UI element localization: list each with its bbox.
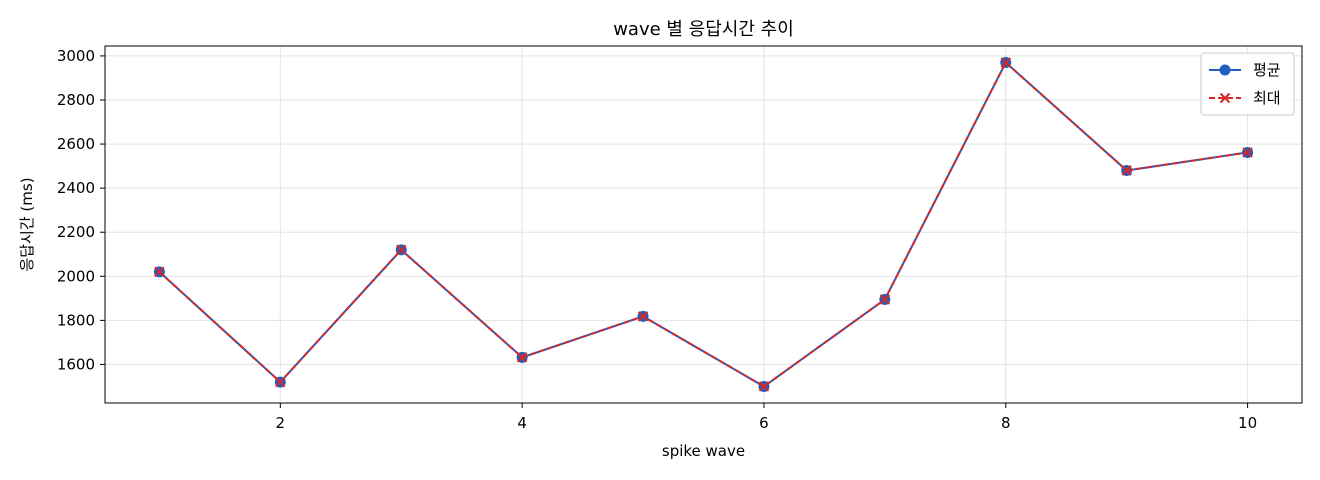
x-axis-label: spike wave	[662, 442, 745, 460]
y-tick-label: 2400	[57, 179, 95, 197]
x-tick-label: 8	[1001, 414, 1011, 432]
series-2-point	[758, 381, 770, 392]
series-2-point	[637, 311, 649, 322]
x-tick-label: 4	[517, 414, 527, 432]
series-1-line	[158, 61, 1248, 388]
y-tick-label: 2800	[57, 91, 95, 109]
x-tick-label: 6	[759, 414, 769, 432]
y-tick-label: 1800	[57, 311, 95, 329]
plot-frame	[104, 45, 1303, 404]
series-2-line	[158, 61, 1248, 388]
x-tick-label: 2	[276, 414, 286, 432]
series-2-point	[275, 376, 286, 388]
series-2-point	[879, 294, 891, 305]
chart-title: wave 별 응답시간 추이	[613, 19, 794, 40]
y-tick-label: 2000	[57, 267, 95, 285]
legend-label-1: 평균	[1253, 61, 1281, 79]
y-axis: 1600 1800 2000 2200 2400 2600 2800 3000	[57, 47, 105, 373]
x-tick-label: 10	[1238, 414, 1257, 432]
legend-marker-1	[1219, 64, 1231, 76]
series-2-point	[396, 244, 407, 256]
series-1	[153, 57, 1254, 392]
series-2-point	[154, 266, 165, 278]
legend-marker-2	[1219, 92, 1231, 104]
legend-label-2: 최대	[1253, 89, 1281, 107]
grid	[105, 46, 1302, 403]
y-tick-label: 3000	[57, 47, 95, 65]
series-2	[154, 57, 1253, 392]
series-2-point	[1121, 165, 1132, 176]
series-2-point	[1242, 147, 1253, 158]
series-2-point	[516, 352, 528, 363]
y-tick-label: 2600	[57, 135, 95, 153]
y-axis-label: 응답시간 (ms)	[18, 177, 36, 271]
y-tick-label: 2200	[57, 223, 95, 241]
series-layer	[153, 57, 1254, 392]
x-axis: 2 4 6 8 10	[276, 403, 1257, 432]
series-2-point	[1000, 57, 1011, 68]
y-tick-label: 1600	[57, 355, 95, 373]
